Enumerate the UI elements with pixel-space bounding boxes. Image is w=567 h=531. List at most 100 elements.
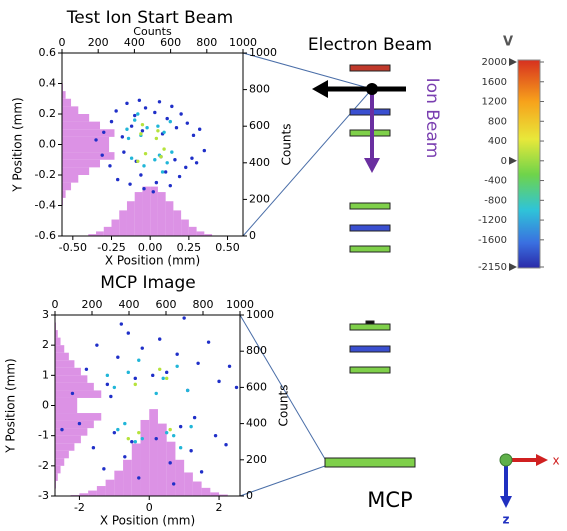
scatter-point bbox=[128, 182, 132, 186]
scatter-point bbox=[137, 476, 141, 480]
x-axis-label: x bbox=[552, 454, 559, 468]
histogram-bar bbox=[55, 473, 58, 481]
scatter-point bbox=[161, 376, 165, 381]
scatter-point bbox=[140, 122, 145, 127]
scatter-point bbox=[143, 106, 148, 110]
z-axis-label: z bbox=[503, 513, 510, 527]
histogram-bar bbox=[62, 136, 110, 145]
scatter-point bbox=[192, 415, 197, 420]
scatter-point bbox=[109, 394, 113, 399]
histogram-bar bbox=[62, 144, 110, 153]
scatter-point bbox=[173, 158, 177, 162]
scatter-point bbox=[171, 482, 176, 486]
histogram-bar bbox=[55, 375, 88, 383]
x-tick-label: -2 bbox=[74, 501, 85, 514]
y-tick-label: 1 bbox=[42, 368, 49, 381]
scatter-point bbox=[165, 161, 169, 165]
scatter-point bbox=[217, 379, 221, 384]
scatter-point bbox=[164, 370, 169, 375]
y2-tick-label: 1000 bbox=[246, 308, 274, 321]
scatter-point bbox=[143, 151, 148, 156]
x2-tick-label: 1000 bbox=[229, 36, 257, 49]
electrode bbox=[349, 202, 391, 210]
colorbar-tick-label: 1200 bbox=[482, 97, 507, 108]
y-tick-label: -1 bbox=[38, 429, 49, 442]
x-tick-label: 2 bbox=[216, 501, 223, 514]
electrode-mark bbox=[365, 320, 375, 325]
y-tick-label: 0.0 bbox=[39, 138, 57, 151]
axis-origin bbox=[499, 453, 513, 467]
y2-tick-label: 400 bbox=[246, 417, 267, 430]
histogram-bar bbox=[62, 190, 66, 198]
scatter-point bbox=[114, 109, 118, 113]
x2-tick-label: 400 bbox=[119, 298, 140, 311]
histogram-bar bbox=[219, 494, 228, 496]
histogram-bar bbox=[188, 226, 197, 236]
histogram-bar bbox=[55, 360, 75, 368]
scatter-point bbox=[112, 385, 117, 390]
scatter-point bbox=[168, 119, 172, 124]
x2-tick-label: 200 bbox=[88, 36, 109, 49]
electrode bbox=[349, 366, 391, 374]
scatter-point bbox=[140, 436, 144, 441]
electrode bbox=[349, 245, 391, 253]
histogram-bar bbox=[126, 201, 135, 236]
connector bbox=[239, 314, 326, 460]
histogram-bar bbox=[79, 493, 89, 496]
mcp-plate bbox=[324, 457, 416, 468]
electron-beam-arrowhead bbox=[312, 80, 328, 98]
scatter-point bbox=[142, 187, 146, 191]
scatter-point bbox=[122, 150, 126, 154]
electron-beam-label: Electron Beam bbox=[308, 35, 432, 55]
x2-tick-label: 0 bbox=[59, 36, 66, 49]
scatter-point bbox=[154, 136, 159, 141]
x-axis-arrowhead bbox=[536, 454, 548, 466]
scatter-point bbox=[129, 156, 134, 160]
y-tick-label: -0.4 bbox=[35, 199, 56, 212]
scatter-point bbox=[105, 373, 110, 378]
x2-tick-label: 600 bbox=[160, 36, 181, 49]
scatter-point bbox=[185, 121, 190, 125]
scatter-point bbox=[156, 124, 160, 128]
scatter-point bbox=[153, 158, 157, 162]
y-tick-label: -3 bbox=[38, 489, 49, 502]
colorbar-tick-label: -400 bbox=[484, 176, 507, 187]
x2-tick-label: 200 bbox=[82, 298, 103, 311]
colorbar-tick-label: -2150 bbox=[478, 262, 507, 273]
histogram-bar bbox=[55, 458, 65, 466]
histogram-bar bbox=[184, 472, 193, 496]
scatter-point bbox=[175, 364, 179, 368]
scatter-point bbox=[213, 433, 218, 438]
colorbar-tick-label: 1600 bbox=[482, 77, 507, 88]
histogram-bar bbox=[175, 459, 185, 496]
colorbar-tick-label: -1600 bbox=[478, 235, 507, 246]
y-tick-label: -0.2 bbox=[35, 168, 56, 181]
scatter-point bbox=[108, 164, 112, 168]
scatter-point bbox=[139, 173, 143, 177]
y-tick-label: 0.2 bbox=[39, 107, 57, 120]
colorbar-tick-label: -800 bbox=[484, 195, 507, 206]
y-tick-label: 0.6 bbox=[39, 46, 57, 59]
x-tick-label: 0 bbox=[146, 501, 153, 514]
colorbar-tick-label: 800 bbox=[488, 116, 507, 127]
scatter-point bbox=[162, 130, 166, 134]
histogram-bar bbox=[131, 443, 141, 496]
scatter-point bbox=[206, 340, 211, 344]
scatter-point bbox=[136, 159, 140, 163]
colorbar-marker bbox=[509, 58, 517, 66]
scatter-point bbox=[170, 104, 174, 109]
colorbar-marker bbox=[509, 156, 517, 165]
scatter-point bbox=[116, 427, 120, 432]
histogram-bar bbox=[62, 98, 72, 107]
histogram-bar bbox=[96, 486, 106, 496]
scatter-point bbox=[120, 135, 125, 139]
y-axis-label: Y Position (mm) bbox=[4, 358, 18, 453]
histogram-bar bbox=[142, 186, 151, 236]
scatter-point bbox=[129, 124, 134, 128]
histogram-bar bbox=[62, 182, 72, 191]
histogram-bar bbox=[173, 210, 182, 236]
scatter-point bbox=[133, 118, 137, 122]
scatter-point bbox=[175, 352, 179, 356]
y-tick-label: -2 bbox=[38, 459, 49, 472]
scatter-point bbox=[154, 391, 158, 396]
